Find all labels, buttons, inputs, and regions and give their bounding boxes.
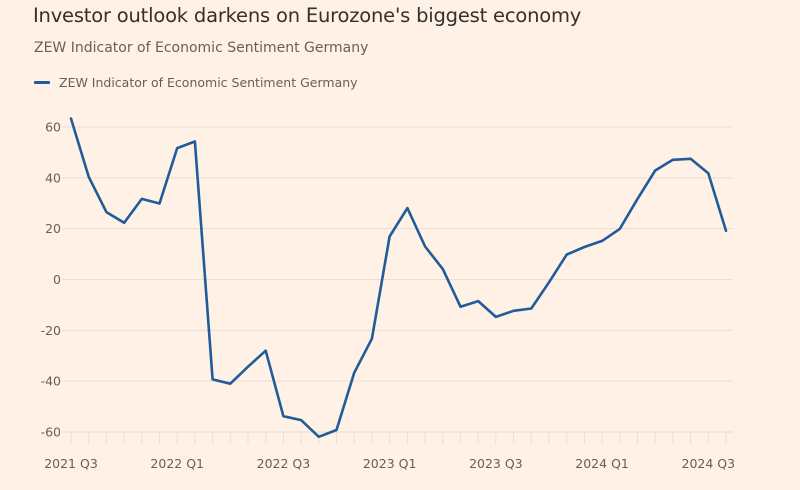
y-tick-label: 40 (45, 170, 61, 185)
x-tick-label: 2024 Q1 (575, 456, 629, 471)
y-tick-label: 60 (45, 120, 61, 135)
x-tick-label: 2022 Q1 (150, 456, 204, 471)
y-tick-label: -60 (41, 425, 61, 440)
legend-swatch (34, 81, 50, 84)
x-tick-label: 2023 Q3 (469, 456, 523, 471)
y-tick-label: 0 (53, 272, 61, 287)
x-tick-label: 2022 Q3 (257, 456, 311, 471)
legend-label: ZEW Indicator of Economic Sentiment Germ… (59, 75, 358, 90)
legend: ZEW Indicator of Economic Sentiment Germ… (34, 75, 358, 90)
y-tick-label: 20 (45, 221, 61, 236)
y-tick-label: -20 (41, 323, 61, 338)
chart-subtitle: ZEW Indicator of Economic Sentiment Germ… (34, 40, 369, 56)
series-layer (69, 117, 728, 439)
y-tick-label: -40 (41, 374, 61, 389)
y-axis: 60 40 20 0 -20 -40 -60 (41, 120, 61, 440)
x-tick-label: 2023 Q1 (363, 456, 417, 471)
chart-title: Investor outlook darkens on Eurozone's b… (33, 4, 582, 27)
series-line (69, 117, 728, 439)
x-tick-label: 2021 Q3 (44, 456, 98, 471)
gridlines (62, 126, 733, 433)
x-axis: 2021 Q3 2022 Q1 2022 Q3 2023 Q1 2023 Q3 2024 … (44, 433, 735, 471)
x-tick-label: 2024 Q3 (682, 456, 736, 471)
